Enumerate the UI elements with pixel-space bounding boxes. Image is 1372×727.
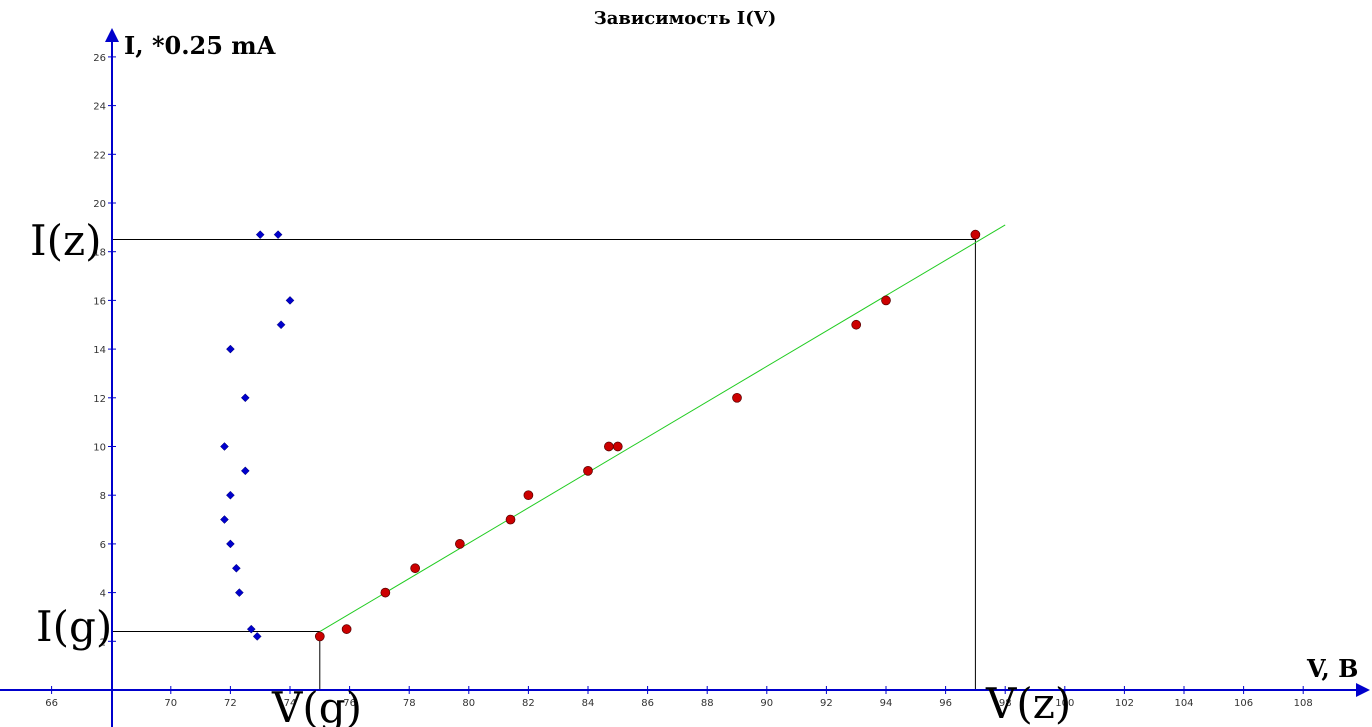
x-tick-label: 80 bbox=[462, 698, 475, 709]
x-ticks: 66 70 72 74 76 78 80 82 84 86 88 90 92 94 96 98 100 102 10… bbox=[45, 686, 1313, 709]
diamond-point bbox=[234, 588, 244, 597]
diamond-point bbox=[273, 230, 283, 240]
circle-point bbox=[583, 466, 593, 476]
y-tick-label: 2 bbox=[100, 637, 106, 648]
circle-point bbox=[410, 563, 421, 574]
iz-label: I(z) bbox=[30, 216, 102, 265]
circle-point bbox=[505, 514, 516, 525]
x-tick-label: 84 bbox=[582, 698, 595, 709]
x-tick-label: 72 bbox=[224, 698, 237, 709]
vz-label: V(z) bbox=[985, 679, 1071, 727]
y-tick-label: 10 bbox=[93, 443, 106, 454]
y-tick-label: 8 bbox=[100, 491, 106, 502]
circle-point bbox=[881, 295, 891, 306]
diamond-point bbox=[220, 442, 229, 451]
diamond-point bbox=[276, 320, 286, 330]
x-axis-arrow bbox=[1356, 683, 1370, 697]
circle-point bbox=[970, 229, 981, 240]
y-tick-label: 24 bbox=[93, 102, 106, 113]
x-tick-label: 90 bbox=[760, 698, 773, 709]
x-tick-label: 66 bbox=[45, 698, 58, 709]
diamond-point bbox=[285, 296, 295, 305]
circle-point bbox=[851, 319, 862, 330]
y-tick-label: 20 bbox=[93, 199, 106, 210]
x-tick-label: 78 bbox=[403, 698, 416, 709]
circle-point bbox=[341, 624, 352, 634]
x-tick-label: 88 bbox=[701, 698, 714, 709]
circle-point bbox=[612, 441, 623, 452]
x-tick-label: 106 bbox=[1234, 698, 1253, 709]
x-tick-label: 74 bbox=[284, 698, 297, 709]
x-tick-label: 92 bbox=[820, 698, 833, 709]
diamond-point bbox=[226, 539, 235, 549]
circle-point bbox=[380, 587, 391, 598]
circle-point bbox=[455, 539, 465, 549]
y-axis-label: I, *0.25 mA bbox=[124, 31, 276, 60]
ig-label: I(g) bbox=[36, 602, 112, 651]
x-tick-label: 98 bbox=[999, 698, 1012, 709]
x-tick-label: 102 bbox=[1115, 698, 1134, 709]
y-tick-label: 16 bbox=[93, 296, 106, 307]
x-tick-label: 76 bbox=[343, 698, 356, 709]
circle-point bbox=[314, 631, 325, 642]
x-tick-label: 96 bbox=[939, 698, 952, 709]
x-tick-label: 100 bbox=[1055, 698, 1074, 709]
x-tick-label: 104 bbox=[1174, 698, 1193, 709]
chart-title: Зависимость I(V) bbox=[594, 8, 776, 29]
diamond-point bbox=[226, 490, 235, 500]
y-tick-label: 14 bbox=[93, 345, 106, 356]
y-axis-arrow bbox=[105, 28, 119, 42]
diamond-point bbox=[240, 466, 250, 476]
fit-line bbox=[319, 224, 1006, 632]
diamond-point bbox=[226, 344, 235, 354]
diamond-point bbox=[240, 393, 250, 403]
circle-point bbox=[732, 392, 742, 403]
y-tick-label: 22 bbox=[93, 150, 106, 161]
circle-point bbox=[523, 490, 534, 501]
diamond-point bbox=[255, 230, 265, 240]
x-tick-label: 70 bbox=[164, 698, 177, 709]
y-tick-label: 12 bbox=[93, 394, 106, 405]
x-tick-label: 86 bbox=[641, 698, 654, 709]
vg-label: V(g) bbox=[271, 683, 362, 727]
diamond-point bbox=[246, 624, 256, 634]
y-tick-label: 6 bbox=[100, 540, 106, 551]
x-tick-label: 94 bbox=[880, 698, 893, 709]
y-tick-label: 26 bbox=[93, 53, 106, 64]
x-tick-label: 82 bbox=[522, 698, 535, 709]
guide-lines bbox=[112, 239, 976, 690]
x-tick-label: 108 bbox=[1294, 698, 1313, 709]
y-tick-label: 4 bbox=[100, 589, 106, 600]
x-axis-label: V, B bbox=[1306, 654, 1358, 683]
data-points bbox=[220, 229, 981, 642]
diamond-point bbox=[232, 563, 241, 573]
circle-point bbox=[604, 441, 614, 452]
diamond-point bbox=[220, 515, 229, 524]
y-tick-label: 18 bbox=[93, 248, 106, 259]
diamond-point bbox=[252, 632, 262, 641]
